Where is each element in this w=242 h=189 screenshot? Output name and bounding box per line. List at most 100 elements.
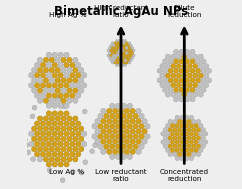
Circle shape: [55, 126, 60, 131]
Circle shape: [175, 156, 179, 161]
Circle shape: [67, 136, 72, 142]
Circle shape: [34, 131, 40, 136]
Circle shape: [106, 139, 112, 144]
Circle shape: [104, 134, 109, 139]
Circle shape: [133, 113, 138, 119]
Circle shape: [196, 128, 201, 132]
Circle shape: [180, 123, 184, 128]
Circle shape: [171, 92, 176, 97]
Circle shape: [177, 144, 182, 148]
Circle shape: [170, 132, 175, 136]
Circle shape: [106, 119, 112, 124]
Circle shape: [130, 139, 136, 144]
Circle shape: [40, 93, 46, 98]
Circle shape: [34, 121, 40, 126]
Circle shape: [61, 146, 66, 152]
Circle shape: [58, 141, 63, 147]
Circle shape: [121, 124, 127, 129]
Circle shape: [43, 156, 49, 162]
Circle shape: [142, 139, 147, 144]
Circle shape: [168, 78, 173, 83]
Circle shape: [37, 78, 43, 83]
Circle shape: [201, 144, 205, 148]
Circle shape: [34, 93, 40, 98]
Circle shape: [92, 124, 97, 129]
Circle shape: [61, 116, 66, 121]
Circle shape: [163, 68, 168, 73]
Circle shape: [64, 83, 69, 88]
Circle shape: [49, 156, 54, 162]
Circle shape: [189, 123, 194, 128]
Circle shape: [40, 141, 46, 147]
Circle shape: [124, 139, 129, 144]
Circle shape: [127, 113, 133, 119]
Circle shape: [110, 44, 112, 47]
Circle shape: [118, 129, 124, 134]
Circle shape: [95, 139, 100, 144]
Circle shape: [166, 148, 170, 153]
Circle shape: [179, 68, 184, 73]
Circle shape: [175, 132, 179, 136]
Circle shape: [62, 104, 67, 109]
Circle shape: [175, 123, 179, 128]
Circle shape: [106, 129, 112, 134]
Circle shape: [52, 62, 57, 68]
Circle shape: [190, 68, 195, 73]
Circle shape: [193, 54, 198, 59]
Circle shape: [98, 144, 103, 149]
Circle shape: [107, 54, 110, 57]
Circle shape: [55, 146, 60, 152]
Circle shape: [125, 42, 128, 44]
Circle shape: [46, 103, 52, 108]
Circle shape: [114, 57, 117, 59]
Circle shape: [174, 59, 179, 64]
Circle shape: [32, 105, 37, 110]
Circle shape: [128, 61, 131, 64]
Circle shape: [67, 57, 72, 63]
Circle shape: [170, 140, 175, 144]
Circle shape: [124, 59, 127, 62]
Circle shape: [34, 152, 40, 157]
Circle shape: [171, 54, 176, 59]
Circle shape: [55, 78, 60, 83]
Circle shape: [117, 47, 120, 49]
Circle shape: [23, 137, 27, 142]
Circle shape: [52, 111, 57, 116]
Circle shape: [113, 59, 115, 62]
Circle shape: [98, 124, 103, 129]
Circle shape: [40, 121, 46, 126]
Circle shape: [201, 78, 206, 83]
Circle shape: [111, 47, 114, 49]
Circle shape: [165, 64, 170, 69]
Circle shape: [81, 131, 87, 136]
Circle shape: [130, 129, 136, 134]
Text: High reductant
ratio: High reductant ratio: [94, 5, 148, 18]
Circle shape: [173, 136, 177, 140]
Circle shape: [189, 132, 194, 136]
Circle shape: [122, 57, 125, 59]
Circle shape: [73, 57, 78, 63]
Circle shape: [194, 123, 198, 128]
Circle shape: [161, 132, 165, 136]
Circle shape: [187, 64, 192, 69]
Circle shape: [121, 144, 127, 149]
Circle shape: [64, 111, 69, 116]
Circle shape: [179, 78, 184, 83]
Circle shape: [64, 131, 69, 136]
Circle shape: [115, 44, 118, 47]
Circle shape: [58, 83, 63, 88]
Circle shape: [70, 131, 75, 136]
Circle shape: [101, 119, 106, 124]
Circle shape: [118, 64, 121, 67]
Circle shape: [55, 136, 60, 142]
Circle shape: [111, 57, 114, 59]
Circle shape: [182, 152, 187, 156]
Circle shape: [29, 131, 34, 136]
Circle shape: [122, 42, 125, 44]
Text: Dilute
reduction: Dilute reduction: [167, 5, 202, 18]
Circle shape: [115, 113, 121, 119]
Circle shape: [182, 128, 187, 132]
Circle shape: [199, 123, 203, 128]
Circle shape: [81, 141, 87, 147]
Circle shape: [109, 124, 115, 129]
